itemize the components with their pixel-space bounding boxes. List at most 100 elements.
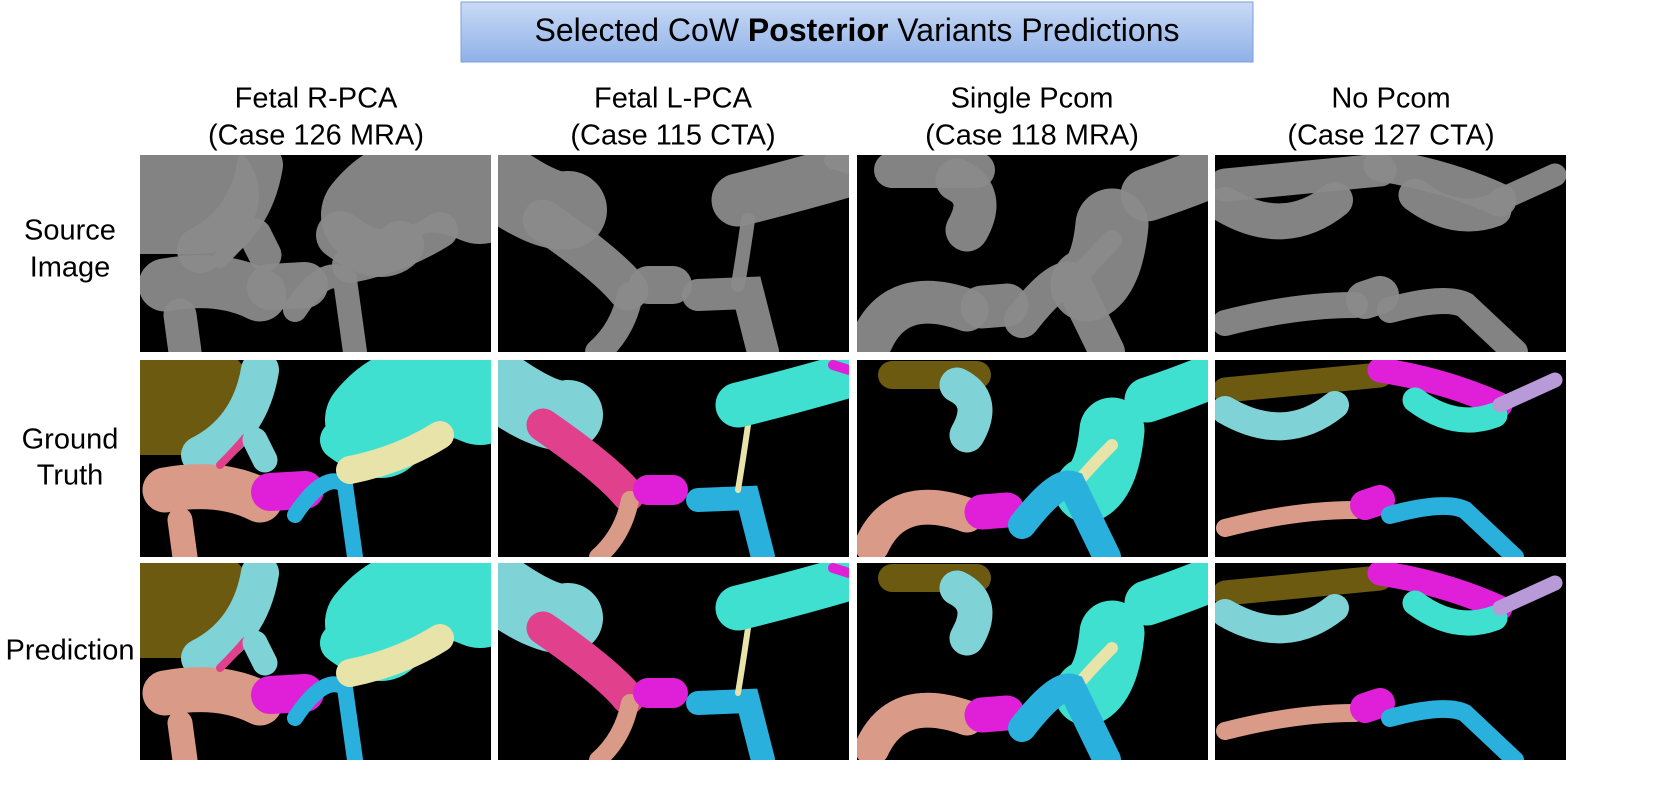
- vessel: [935, 158, 997, 252]
- vessel: [163, 298, 202, 352]
- vessel: [824, 155, 849, 174]
- vessel-segment: [939, 570, 993, 656]
- image-content: [498, 360, 849, 557]
- image-cell: [140, 360, 491, 557]
- vessel-segment: [181, 360, 279, 474]
- vessel-segment: [589, 491, 639, 557]
- title-part: Selected CoW: [535, 12, 748, 48]
- image-content: [1215, 155, 1566, 352]
- vessel-segment: [735, 625, 751, 696]
- image-cell: [1215, 155, 1566, 352]
- vessel-segment: [1350, 688, 1395, 723]
- column-title: Single Pcom: [951, 83, 1114, 115]
- vessel-segment: [167, 710, 198, 760]
- image-cell: [498, 360, 849, 557]
- vessel-segment: [1367, 563, 1513, 621]
- vessel: [1120, 155, 1208, 222]
- vessel: [1215, 155, 1397, 202]
- image-cell: [857, 155, 1208, 352]
- image-cell: [498, 155, 849, 352]
- vessel-segment: [498, 563, 603, 654]
- image-grid: [140, 155, 1566, 760]
- vessel-segment: [857, 489, 985, 557]
- vessel-segment: [1492, 372, 1563, 413]
- image-cell: [140, 563, 491, 760]
- vessel-segment: [181, 563, 279, 677]
- vessel-segment: [287, 676, 363, 760]
- vessel-segment: [526, 408, 645, 512]
- image-content: [498, 155, 849, 352]
- column-subtitle: (Case 115 CTA): [570, 120, 775, 152]
- row-label: Image: [30, 252, 111, 284]
- vessel-segment: [251, 471, 324, 511]
- vessel: [682, 276, 779, 352]
- row-label: Prediction: [6, 635, 135, 667]
- vessel-segment: [1215, 565, 1393, 606]
- vessel-segment: [1215, 391, 1349, 441]
- vessel: [177, 155, 283, 273]
- vessel-segment: [715, 360, 849, 428]
- vessel: [1215, 182, 1353, 240]
- vessel-segment: [251, 674, 324, 714]
- vessel-segment: [715, 563, 849, 631]
- vessel-segment: [964, 695, 1025, 733]
- vessel: [332, 212, 458, 283]
- vessel: [1398, 178, 1512, 232]
- image-cell: [140, 155, 491, 352]
- vessel-segment: [142, 667, 283, 726]
- title: Selected CoW Posterior Variants Predicti…: [535, 12, 1180, 48]
- vessel-segment: [1216, 704, 1364, 740]
- vessel-segment: [1216, 501, 1364, 537]
- vessel-segment: [589, 694, 639, 760]
- vessel-segment: [1008, 673, 1121, 760]
- image-cell: [1215, 360, 1566, 557]
- vessel-segment: [142, 464, 283, 523]
- image-cell: [857, 563, 1208, 760]
- vessel-segment: [1492, 575, 1563, 616]
- vessel: [960, 283, 1029, 329]
- vessel-segment: [325, 563, 491, 668]
- vessel-segment: [1367, 360, 1513, 418]
- vessel-segment: [1124, 563, 1208, 626]
- vessel: [1346, 276, 1399, 319]
- vessel-segment: [1381, 700, 1524, 760]
- vessel-segment: [1215, 362, 1393, 403]
- column-subtitle: (Case 126 MRA): [208, 120, 424, 152]
- image-content: [140, 155, 491, 352]
- vessel-segment: [828, 360, 849, 375]
- vessel-segment: [325, 360, 491, 465]
- vessel-segment: [526, 611, 645, 715]
- title-bold: Posterior: [748, 12, 888, 48]
- vessel-segment: [686, 485, 775, 557]
- image-cell: [498, 563, 849, 760]
- image-content: [498, 563, 849, 760]
- vessel: [238, 218, 282, 272]
- vessel: [711, 155, 849, 227]
- image-content: [1215, 360, 1563, 557]
- vessel-segment: [336, 624, 454, 687]
- row-label: Source: [24, 215, 116, 247]
- vessel-segment: [735, 422, 751, 493]
- vessel: [1488, 163, 1566, 212]
- image-content: [140, 563, 491, 760]
- vessel: [1377, 288, 1528, 352]
- column-title: Fetal L-PCA: [594, 83, 753, 115]
- vessel-segment: [1124, 360, 1208, 423]
- vessel-segment: [964, 492, 1025, 530]
- vessel-segment: [242, 427, 278, 473]
- column-title: Fetal R-PCA: [235, 83, 398, 115]
- vessel-segment: [287, 473, 363, 557]
- vessel-segment: [1402, 590, 1508, 636]
- title-box: [460, 1, 1254, 63]
- vessel: [1215, 292, 1368, 336]
- vessel-segment: [857, 692, 985, 760]
- vessel: [731, 213, 755, 292]
- vessel-segment: [1054, 397, 1145, 523]
- vessel-segment: [1054, 600, 1145, 726]
- vessel: [585, 282, 643, 352]
- column-subtitle: (Case 118 MRA): [925, 120, 1139, 152]
- vessel-segment: [1215, 594, 1349, 644]
- vessel-segment: [498, 360, 603, 451]
- image-content: [1215, 563, 1563, 760]
- vessel: [1004, 261, 1125, 352]
